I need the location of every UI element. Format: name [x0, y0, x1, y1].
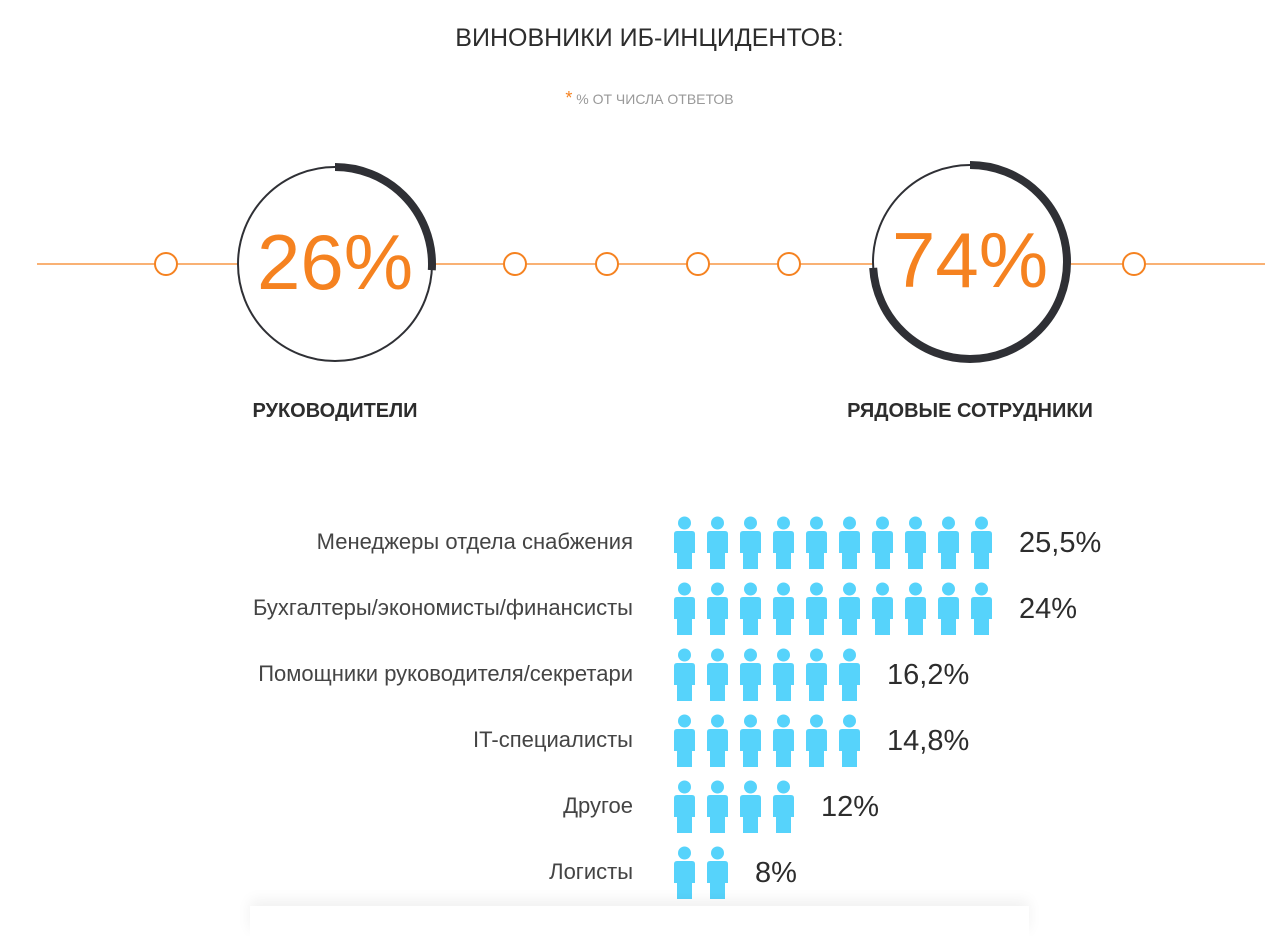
bar-value: 25,5%: [1019, 527, 1102, 559]
bar-value: 14,8%: [887, 725, 970, 757]
bar-value: 12%: [821, 791, 880, 823]
person-icon: [804, 713, 829, 784]
person-icon: [771, 779, 796, 850]
ring-percent: 26%: [256, 218, 414, 306]
person-icon: [837, 713, 862, 784]
person-icon: [672, 845, 697, 916]
ring-percent: 74%: [891, 216, 1049, 304]
page-title: ВИНОВНИКИ ИБ-ИНЦИДЕНТОВ:: [455, 24, 844, 52]
bar-label: Помощники руководителя/секретари: [258, 661, 633, 686]
timeline-graphic: [37, 161, 1265, 365]
timeline-dot: [503, 252, 527, 276]
person-icon: [969, 515, 994, 586]
person-icon: [771, 581, 796, 652]
person-icon: [936, 515, 961, 586]
ring-label: РУКОВОДИТЕЛИ: [252, 400, 418, 422]
person-icon: [804, 581, 829, 652]
person-icon: [738, 713, 763, 784]
person-icon: [738, 581, 763, 652]
person-icon: [870, 515, 895, 586]
bar-row: IT-специалисты 14,8%: [0, 713, 1279, 773]
note: * % ОТ ЧИСЛА ОТВЕТОВ: [0, 88, 1279, 109]
person-icon: [771, 713, 796, 784]
bar-value: 16,2%: [887, 659, 970, 691]
person-icon: [870, 581, 895, 652]
person-icon: [705, 779, 730, 850]
person-icon: [936, 581, 961, 652]
ring-label: РЯДОВЫЕ СОТРУДНИКИ: [847, 400, 1093, 422]
bar-row: Менеджеры отдела снабжения 25,5%: [0, 515, 1279, 575]
person-icon: [771, 515, 796, 586]
timeline-dot: [1122, 252, 1146, 276]
person-icon: [738, 779, 763, 850]
asterisk: *: [565, 88, 573, 108]
bar-row: Логисты 8%: [0, 845, 1279, 905]
person-icon: [705, 647, 730, 718]
person-icon: [705, 515, 730, 586]
person-icon: [672, 779, 697, 850]
timeline-dot: [686, 252, 710, 276]
bar-row: Другое 12%: [0, 779, 1279, 839]
person-icon: [837, 647, 862, 718]
bar-value: 8%: [755, 857, 797, 889]
person-icon: [903, 581, 928, 652]
timeline-dot: [595, 252, 619, 276]
person-icon: [672, 647, 697, 718]
bar-row: Бухгалтеры/экономисты/финансисты 24%: [0, 581, 1279, 641]
ring-progress-arc: [234, 163, 436, 365]
bar-label: Логисты: [549, 859, 633, 884]
person-icon: [672, 713, 697, 784]
timeline-dot: [154, 252, 178, 276]
person-icon: [672, 581, 697, 652]
person-icon: [738, 647, 763, 718]
bar-row: Помощники руководителя/секретари 16,2%: [0, 647, 1279, 707]
timeline-dot: [777, 252, 801, 276]
bar-label: Бухгалтеры/экономисты/финансисты: [252, 595, 633, 620]
bottom-shadow: [250, 906, 1029, 936]
person-icon: [837, 581, 862, 652]
bar-label: Другое: [563, 793, 633, 818]
person-icon: [705, 845, 730, 916]
note-text: % ОТ ЧИСЛА ОТВЕТОВ: [576, 91, 734, 107]
bar-label: IT-специалисты: [473, 727, 633, 752]
person-icon: [804, 515, 829, 586]
ring-progress-arc: [869, 161, 1071, 363]
person-icon: [837, 515, 862, 586]
bar-value: 24%: [1019, 593, 1078, 625]
person-icon: [969, 581, 994, 652]
bar-label: Менеджеры отдела снабжения: [316, 529, 633, 554]
person-icon: [771, 647, 796, 718]
person-icon: [672, 515, 697, 586]
person-icon: [705, 713, 730, 784]
person-icon: [705, 581, 730, 652]
person-icon: [738, 515, 763, 586]
person-icon: [804, 647, 829, 718]
person-icon: [903, 515, 928, 586]
